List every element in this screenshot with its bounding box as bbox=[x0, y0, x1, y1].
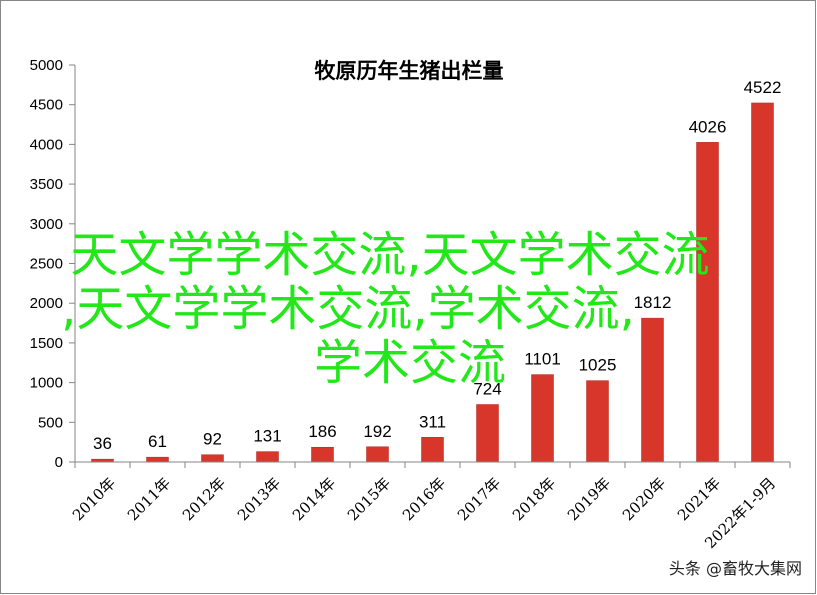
data-label: 36 bbox=[93, 434, 112, 453]
overlay-line-2: ,天文学学术交流,学术交流, bbox=[61, 281, 635, 337]
overlay-line-3: 学术交流 bbox=[314, 335, 506, 391]
bar bbox=[201, 454, 224, 463]
data-label: 131 bbox=[253, 427, 281, 446]
bar bbox=[256, 451, 279, 463]
bar bbox=[531, 374, 554, 463]
watermark: 头条 @畜牧大集网 bbox=[669, 559, 802, 578]
bar bbox=[751, 102, 774, 463]
y-tick-label: 3000 bbox=[30, 216, 63, 233]
bar bbox=[146, 456, 169, 463]
data-label: 61 bbox=[148, 432, 167, 451]
data-label: 192 bbox=[363, 422, 391, 441]
y-tick-label: 2000 bbox=[30, 295, 63, 312]
y-tick-label: 500 bbox=[38, 414, 63, 431]
bar bbox=[366, 446, 389, 463]
data-label: 311 bbox=[419, 412, 446, 431]
bar bbox=[641, 317, 664, 463]
bar bbox=[311, 446, 334, 463]
bar bbox=[476, 404, 499, 463]
bars: 36 61 92 131 186 192 311 724 1101 1025 1812 4026 452… bbox=[91, 78, 782, 463]
data-label: 4026 bbox=[689, 117, 727, 136]
bar bbox=[696, 142, 719, 463]
y-tick-label: 0 bbox=[55, 454, 63, 471]
overlay-line-1: 天文学学术交流,天文学术交流 bbox=[70, 227, 709, 283]
overlay-text: 天文学学术交流,天文学术交流 ,天文学学术交流,学术交流, 学术交流 bbox=[61, 227, 710, 391]
chart-title: 牧原历年生猪出栏量 bbox=[315, 58, 504, 83]
y-tick-label: 1500 bbox=[30, 335, 63, 352]
y-tick-label: 2500 bbox=[30, 256, 63, 273]
y-axis: 0 500 1000 1500 2000 2500 3000 3500 4000 4500 5000 bbox=[30, 57, 76, 471]
y-tick-label: 5000 bbox=[30, 57, 63, 74]
y-tick-label: 3500 bbox=[30, 176, 63, 193]
y-tick-label: 4000 bbox=[30, 136, 63, 153]
bar bbox=[586, 380, 609, 463]
y-tick-label: 1000 bbox=[30, 375, 63, 392]
data-label: 1025 bbox=[579, 356, 617, 375]
bar bbox=[421, 437, 444, 463]
data-label: 186 bbox=[308, 422, 336, 441]
data-label: 92 bbox=[203, 430, 222, 449]
y-tick-label: 4500 bbox=[30, 97, 63, 114]
data-label: 724 bbox=[473, 380, 501, 399]
data-label: 4522 bbox=[744, 78, 782, 97]
data-label: 1812 bbox=[634, 293, 672, 312]
data-label: 1101 bbox=[524, 350, 561, 369]
